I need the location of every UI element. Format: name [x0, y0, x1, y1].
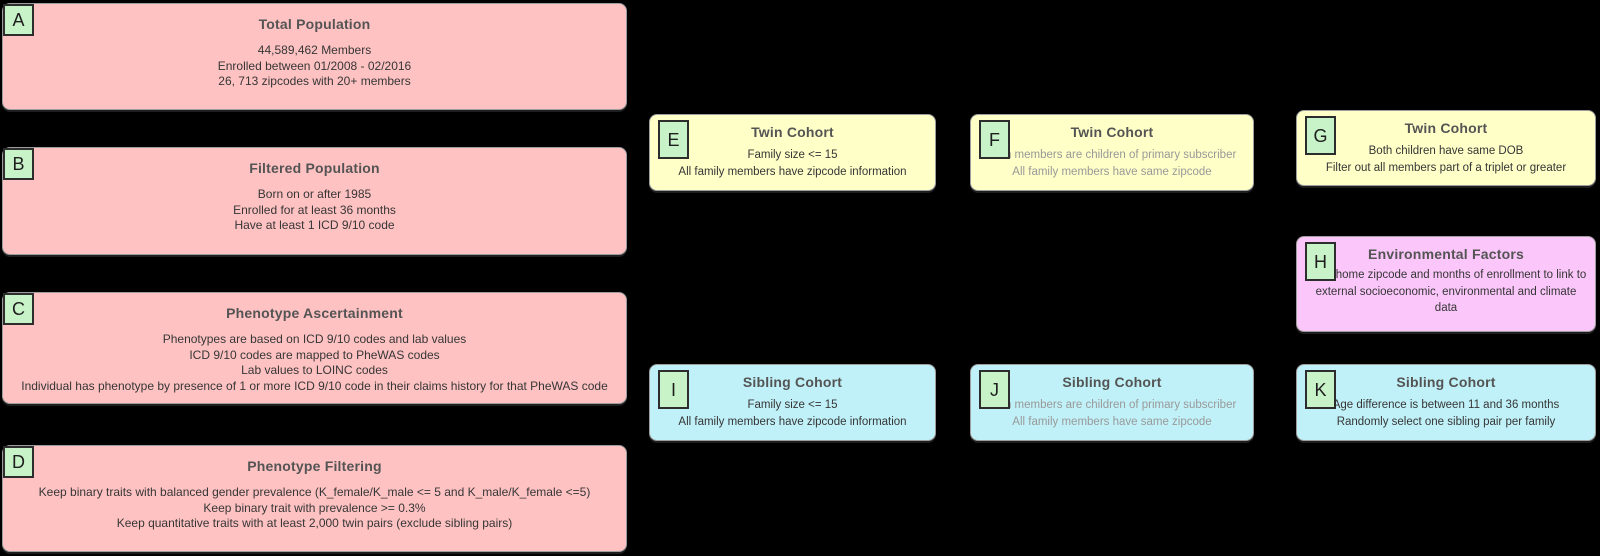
node-title: Filtered Population: [249, 160, 380, 176]
node-label-k: K: [1305, 370, 1336, 409]
node-filtered-population: B Filtered Population Born on or after 1…: [2, 147, 627, 255]
node-total-population: A Total Population 44,589,462 Members En…: [2, 3, 627, 110]
node-line: Lab values to LOINC codes: [241, 363, 388, 377]
node-twin-cohort-e: E Twin Cohort Family size <= 15 All fami…: [649, 114, 936, 191]
node-body: Both children have same DOB Filter out a…: [1297, 143, 1595, 176]
node-line: Enrolled between 01/2008 - 02/2016: [217, 58, 412, 73]
node-line: All family members have zipcode informat…: [678, 165, 907, 178]
node-body: Used home zipcode and months of enrollme…: [1297, 267, 1595, 317]
node-line: Individual has phenotype by presence of …: [21, 378, 608, 393]
node-label-j: J: [979, 370, 1010, 409]
node-twin-cohort-f: F Twin Cohort Both members are children …: [970, 114, 1254, 191]
node-line: Randomly select one sibling pair per fam…: [1336, 415, 1556, 428]
node-title: Sibling Cohort: [1062, 374, 1162, 390]
node-body: Phenotypes are based on ICD 9/10 codes a…: [3, 332, 626, 394]
node-body: Age difference is between 11 and 36 mont…: [1297, 397, 1595, 430]
node-title: Twin Cohort: [751, 124, 834, 140]
node-body: Both members are children of primary sub…: [971, 147, 1253, 180]
node-line: Have at least 1 ICD 9/10 code: [234, 218, 395, 232]
node-title: Sibling Cohort: [1396, 374, 1496, 390]
node-line: Used home zipcode and months of enrollme…: [1305, 269, 1587, 314]
node-line: 44,589,462 Members: [257, 43, 372, 57]
node-title: Environmental Factors: [1368, 246, 1524, 262]
node-body: Born on or after 1985 Enrolled for at le…: [3, 187, 626, 234]
node-line: Filter out all members part of a triplet…: [1325, 161, 1567, 174]
node-phenotype-ascertainment: C Phenotype Ascertainment Phenotypes are…: [2, 292, 627, 404]
node-title: Phenotype Ascertainment: [226, 305, 403, 321]
node-line: Both members are children of primary sub…: [987, 399, 1237, 411]
node-label-f: F: [979, 120, 1010, 159]
node-phenotype-filtering: D Phenotype Filtering Keep binary traits…: [2, 445, 627, 552]
node-label-c: C: [3, 293, 34, 325]
node-line: All family members have same zipcode: [1012, 165, 1212, 178]
node-environmental-factors: H Environmental Factors Used home zipcod…: [1296, 236, 1596, 332]
node-sibling-cohort-i: I Sibling Cohort Family size <= 15 All f…: [649, 364, 936, 441]
node-title: Twin Cohort: [1404, 120, 1488, 136]
node-label-g: G: [1305, 116, 1336, 155]
node-label-e: E: [658, 120, 689, 159]
node-line: All family members have same zipcode: [1012, 415, 1212, 428]
node-body: Family size <= 15 All family members hav…: [650, 397, 935, 430]
node-line: ICD 9/10 codes are mapped to PheWAS code…: [189, 347, 440, 362]
node-title: Twin Cohort: [1070, 124, 1154, 140]
node-line: Age difference is between 11 and 36 mont…: [1332, 399, 1560, 411]
node-body: Keep binary traits with balanced gender …: [3, 485, 626, 532]
node-line: Enrolled for at least 36 months: [233, 202, 396, 217]
node-title: Sibling Cohort: [742, 374, 843, 390]
node-line: Family size <= 15: [747, 149, 838, 161]
node-title: Phenotype Filtering: [247, 458, 382, 474]
node-label-i: I: [658, 370, 689, 409]
node-line: Keep quantitative traits with at least 2…: [116, 516, 513, 530]
node-sibling-cohort-k: K Sibling Cohort Age difference is betwe…: [1296, 364, 1596, 441]
node-label-h: H: [1305, 242, 1336, 281]
node-line: Both children have same DOB: [1368, 145, 1524, 157]
node-body: 44,589,462 Members Enrolled between 01/2…: [3, 43, 626, 90]
node-line: Phenotypes are based on ICD 9/10 codes a…: [162, 332, 467, 346]
node-line: Keep binary traits with balanced gender …: [38, 485, 591, 499]
node-body: Family size <= 15 All family members hav…: [650, 147, 935, 180]
node-line: Keep binary trait with prevalence >= 0.3…: [203, 500, 426, 515]
node-line: Born on or after 1985: [257, 187, 372, 201]
node-label-a: A: [3, 4, 34, 36]
node-title: Total Population: [258, 16, 371, 32]
node-line: All family members have zipcode informat…: [678, 415, 907, 428]
node-label-b: B: [3, 148, 34, 180]
node-label-d: D: [3, 446, 34, 478]
node-body: Both members are children of primary sub…: [971, 397, 1253, 430]
node-line: 26, 713 zipcodes with 20+ members: [218, 74, 411, 88]
node-sibling-cohort-j: J Sibling Cohort Both members are childr…: [970, 364, 1254, 441]
node-line: Both members are children of primary sub…: [987, 149, 1237, 161]
node-twin-cohort-g: G Twin Cohort Both children have same DO…: [1296, 110, 1596, 186]
node-line: Family size <= 15: [747, 399, 838, 411]
